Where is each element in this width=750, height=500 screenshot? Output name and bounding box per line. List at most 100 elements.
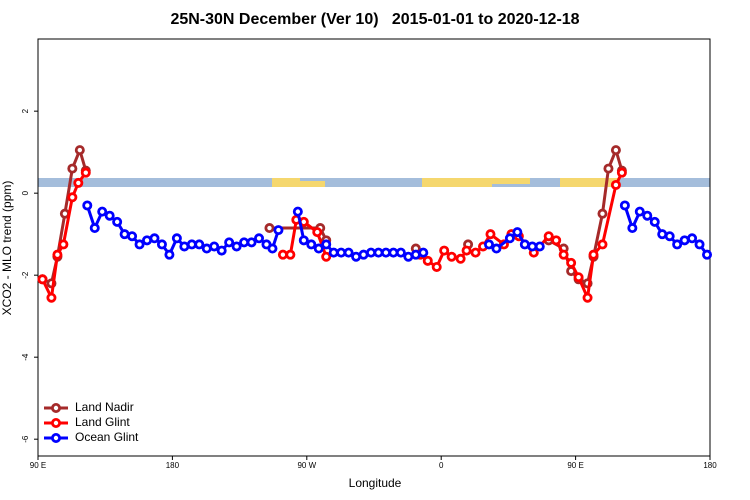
legend-label: Land Nadir [75, 400, 134, 414]
data-point [649, 216, 660, 227]
data-point [292, 206, 303, 217]
x-axis-label: Longitude [349, 476, 402, 490]
series [82, 200, 713, 262]
data-point [82, 200, 93, 211]
chart-title: 25N-30N December (Ver 10) 2015-01-01 to … [170, 11, 579, 28]
data-point [455, 253, 466, 264]
data-point [504, 233, 515, 244]
data-point [216, 245, 227, 256]
data-point [395, 247, 406, 258]
data-point [97, 206, 108, 217]
data-point [209, 241, 220, 252]
data-point [672, 239, 683, 250]
data-point [597, 239, 608, 250]
data-point [74, 145, 85, 156]
data-point [485, 229, 496, 240]
data-point [439, 245, 450, 256]
land-band [300, 181, 325, 187]
y-tick-label: -2 [21, 271, 30, 279]
legend-label: Land Glint [75, 415, 130, 429]
data-point [104, 210, 115, 221]
data-point [52, 249, 63, 260]
data-point [582, 292, 593, 303]
data-point [306, 239, 317, 250]
data-point [80, 167, 91, 178]
land-band [492, 178, 530, 184]
legend-swatch-marker [51, 417, 62, 428]
data-point [246, 237, 257, 248]
data-point [610, 179, 621, 190]
data-point [588, 249, 599, 260]
y-tick-label: -4 [21, 353, 30, 361]
series [37, 145, 627, 289]
data-point [321, 251, 332, 262]
land-band [422, 178, 492, 187]
plot-frame [37, 38, 711, 457]
data-point [156, 239, 167, 250]
ocean-band [38, 178, 710, 187]
x-tick-label: 90 W [297, 461, 316, 470]
data-point [73, 177, 84, 188]
x-tick-label: 180 [166, 461, 180, 470]
data-point [573, 272, 584, 283]
data-point [312, 227, 323, 238]
data-point [89, 223, 100, 234]
x-tick-label: 180 [703, 461, 717, 470]
legend-label: Ocean Glint [75, 430, 139, 444]
data-point [543, 231, 554, 242]
data-point [627, 223, 638, 234]
data-point [224, 237, 235, 248]
y-tick-label: -6 [21, 435, 30, 443]
data-point [418, 247, 429, 258]
data-point [343, 247, 354, 258]
y-tick-label: 2 [21, 108, 30, 113]
data-point [112, 216, 123, 227]
legend-swatch-marker [51, 432, 62, 443]
data-point [127, 231, 138, 242]
data-point [431, 261, 442, 272]
data-point [634, 206, 645, 217]
data-point [597, 208, 608, 219]
data-point [67, 192, 78, 203]
data-point [164, 249, 175, 260]
data-point [694, 239, 705, 250]
data-point [619, 200, 630, 211]
data-point [616, 167, 627, 178]
data-point [67, 163, 78, 174]
land-ocean-strip [38, 178, 710, 187]
data-point [491, 243, 502, 254]
data-point [149, 233, 160, 244]
data-point [664, 231, 675, 242]
data-point [566, 257, 577, 268]
data-point [551, 235, 562, 246]
data-point [267, 243, 278, 254]
y-axis-label: XCO2 - MLO trend (ppm) [0, 181, 14, 316]
land-band [560, 178, 620, 187]
data-point [470, 247, 481, 258]
legend-swatch-marker [51, 402, 62, 413]
data-point [58, 239, 69, 250]
data-point [422, 255, 433, 266]
x-tick-label: 90 E [567, 461, 583, 470]
data-point [687, 233, 698, 244]
land-band [272, 178, 300, 187]
x-tick-label: 0 [439, 461, 444, 470]
data-point [321, 239, 332, 250]
data-point [264, 223, 275, 234]
data-point [483, 239, 494, 250]
series-line [41, 148, 624, 285]
data-point [461, 245, 472, 256]
data-point [534, 241, 545, 252]
data-point [610, 145, 621, 156]
x-tick-label: 90 E [30, 461, 46, 470]
data-point [231, 241, 242, 252]
data-point [171, 233, 182, 244]
data-point [298, 235, 309, 246]
data-point [702, 249, 713, 260]
data-point [194, 239, 205, 250]
data-point [37, 274, 48, 285]
data-point [285, 249, 296, 260]
data-point [512, 227, 523, 238]
